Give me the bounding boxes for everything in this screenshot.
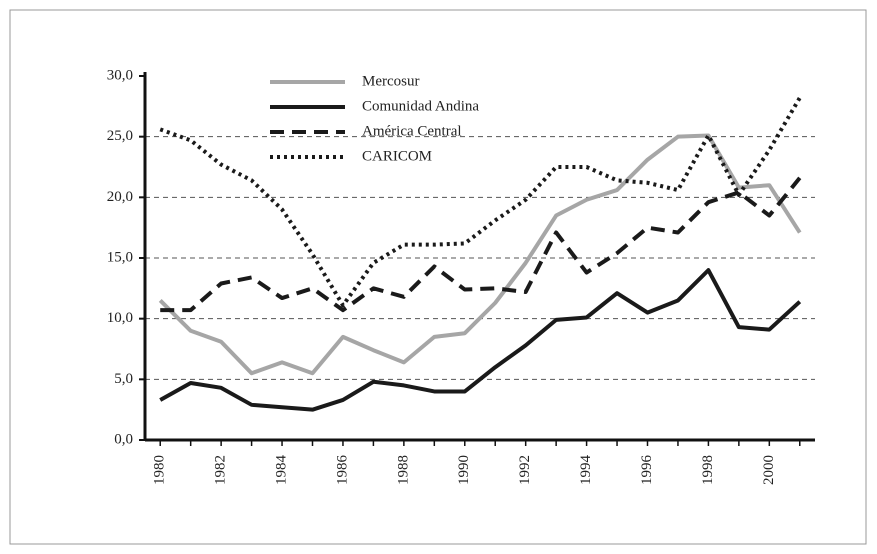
y-tick-label: 0,0 <box>114 431 133 447</box>
x-tick-label: 1980 <box>152 455 168 485</box>
legend-label: Mercosur <box>362 73 419 89</box>
x-tick-label: 1998 <box>700 455 716 485</box>
y-tick-label: 20,0 <box>107 189 133 205</box>
x-tick-label: 1986 <box>334 455 350 486</box>
y-tick-label: 30,0 <box>107 67 133 83</box>
y-tick-label: 25,0 <box>107 128 133 144</box>
x-tick-label: 1988 <box>395 455 411 485</box>
series-line <box>159 268 802 412</box>
legend-label: Comunidad Andina <box>362 98 479 114</box>
y-tick-label: 15,0 <box>107 249 133 265</box>
x-tick-label: 1982 <box>213 455 229 485</box>
x-tick-label: 1992 <box>517 455 533 485</box>
y-tick-label: 5,0 <box>114 371 133 387</box>
x-tick-label: 1996 <box>639 455 655 486</box>
frame <box>9 9 867 545</box>
series-line <box>160 176 802 313</box>
legend-label: América Central <box>362 123 462 139</box>
legend-label: CARICOM <box>362 148 432 164</box>
x-tick-label: 1990 <box>456 455 472 485</box>
series-line <box>159 96 802 308</box>
series-line <box>158 133 802 376</box>
x-tick-label: 2000 <box>761 455 777 485</box>
x-tick-label: 1984 <box>273 455 289 486</box>
x-tick-label: 1994 <box>578 455 594 486</box>
y-tick-label: 10,0 <box>107 310 133 326</box>
